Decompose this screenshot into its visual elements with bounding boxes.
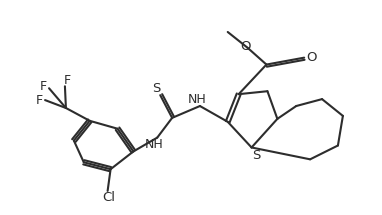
Text: NH: NH xyxy=(145,138,163,151)
Text: S: S xyxy=(253,149,261,162)
Text: F: F xyxy=(39,80,47,93)
Text: O: O xyxy=(306,51,316,64)
Text: S: S xyxy=(152,82,160,95)
Text: F: F xyxy=(36,94,43,107)
Text: Cl: Cl xyxy=(102,191,115,204)
Text: NH: NH xyxy=(188,93,206,106)
Text: F: F xyxy=(63,74,70,87)
Text: O: O xyxy=(240,40,251,53)
